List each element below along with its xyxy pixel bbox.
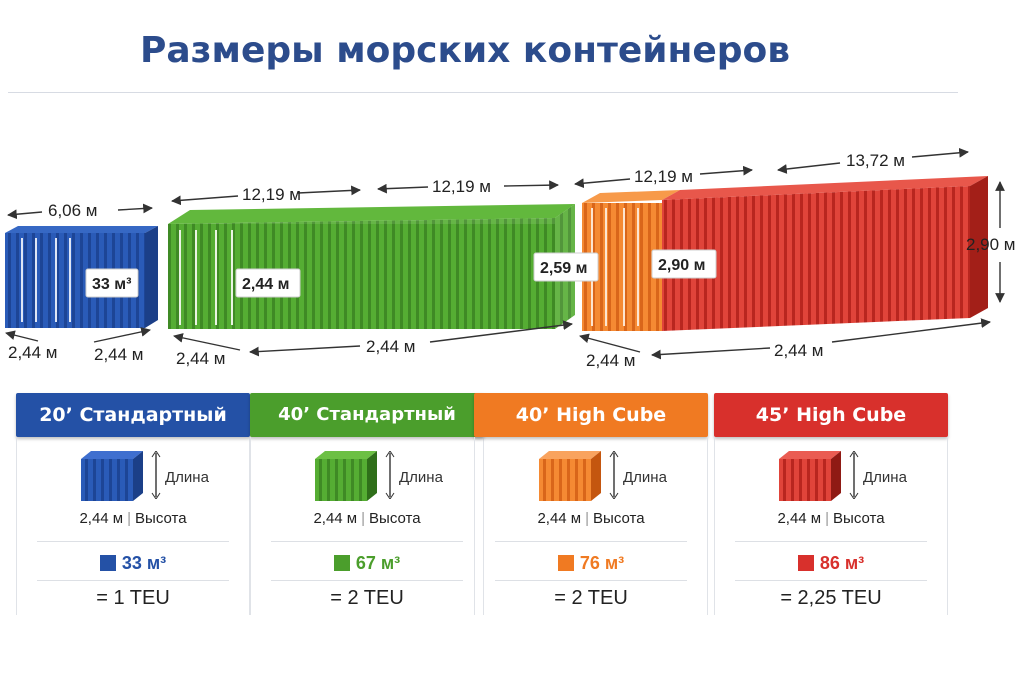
dim-40hc-width: 2,44 м [586,351,636,370]
dim-20-length: 6,06 м [48,201,98,220]
length-arrow-icon [849,451,859,499]
width-value: 2,44 м [777,510,822,527]
card-title: 20’ Стандартный [16,393,250,437]
card-title: 40’ Стандартный [250,393,484,437]
teu-value: = 2 TEU [330,587,404,609]
svg-text:2,90 м: 2,90 м [658,257,705,274]
card-title: 45’ High Cube [714,393,948,437]
teu-value: = 2 TEU [554,587,628,609]
dim-40hc-length: 12,19 м [634,167,693,186]
volume-value: 76 м³ [579,553,625,573]
volume-value: 33 м³ [121,553,167,573]
card-45ft-hc: 45’ High Cube Длина 2,44 м | Высота 86 м³ … [714,393,948,615]
page-title: Размеры морских контейнеров [139,30,791,71]
length-label: Длина [623,469,667,486]
volume-value: 67 м³ [355,553,401,573]
container-cube-icon [775,449,845,503]
label-40hc-height: 2,90 м [651,249,717,279]
length-arrow-icon [385,451,395,499]
cube-icon [333,555,350,571]
teu-value: = 2,25 TEU [780,587,882,609]
length-label: Длина [165,469,209,486]
teu-value: = 1 TEU [96,587,170,609]
dim-20-width-right: 2,44 м [94,345,144,364]
dim-40-length-b: 12,19 м [432,177,491,196]
containers-diagram: 6,06 м 2,44 м 2,44 м 12,19 м 12,19 м 2,4… [5,147,1016,370]
dim-40-depth: 2,44 м [366,337,416,356]
card-title: 40’ High Cube [474,393,708,437]
label-20-volume: 33 м³ [85,268,139,298]
card-20ft: 20’ Стандартный Длина 2,44 м | Высота 33 м… [16,393,250,615]
dim-45-height: 2,90 м [966,235,1016,254]
length-label: Длина [863,469,907,486]
card-40ft-hc: 40’ High Cube Длина 2,44 м | Высота 76 м³ … [474,393,708,615]
dim-20-width-left: 2,44 м [8,343,58,362]
card-40ft: 40’ Стандартный Длина 2,44 м | Высота 67 м… [250,393,484,615]
svg-text:33 м³: 33 м³ [92,276,131,293]
dim-40hc-depth: 2,44 м [774,341,824,360]
container-45ft-hc [662,176,988,331]
length-arrow-icon [609,451,619,499]
length-arrow-icon [151,451,161,499]
cube-icon [797,555,814,571]
title-divider [8,92,958,93]
container-40ft [168,204,575,329]
container-cube-icon [535,449,605,503]
width-value: 2,44 м [313,510,358,527]
height-label: Высота [833,510,885,527]
svg-text:2,59 м: 2,59 м [540,260,587,277]
volume-value: 86 м³ [819,553,865,573]
length-label: Длина [399,469,443,486]
container-20ft [5,226,158,328]
container-cube-icon [77,449,147,503]
dim-40-width: 2,44 м [176,349,226,368]
container-cube-icon [311,449,381,503]
label-40-side: 2,59 м [533,252,599,282]
svg-text:2,44 м: 2,44 м [242,276,289,293]
width-value: 2,44 м [537,510,582,527]
cube-icon [557,555,574,571]
dim-45-length: 13,72 м [846,151,905,170]
dim-40-length-a: 12,19 м [242,185,301,204]
width-value: 2,44 м [79,510,124,527]
cube-icon [99,555,116,571]
height-label: Высота [593,510,645,527]
label-40-height: 2,44 м [235,268,301,298]
height-label: Высота [135,510,187,527]
height-label: Высота [369,510,421,527]
